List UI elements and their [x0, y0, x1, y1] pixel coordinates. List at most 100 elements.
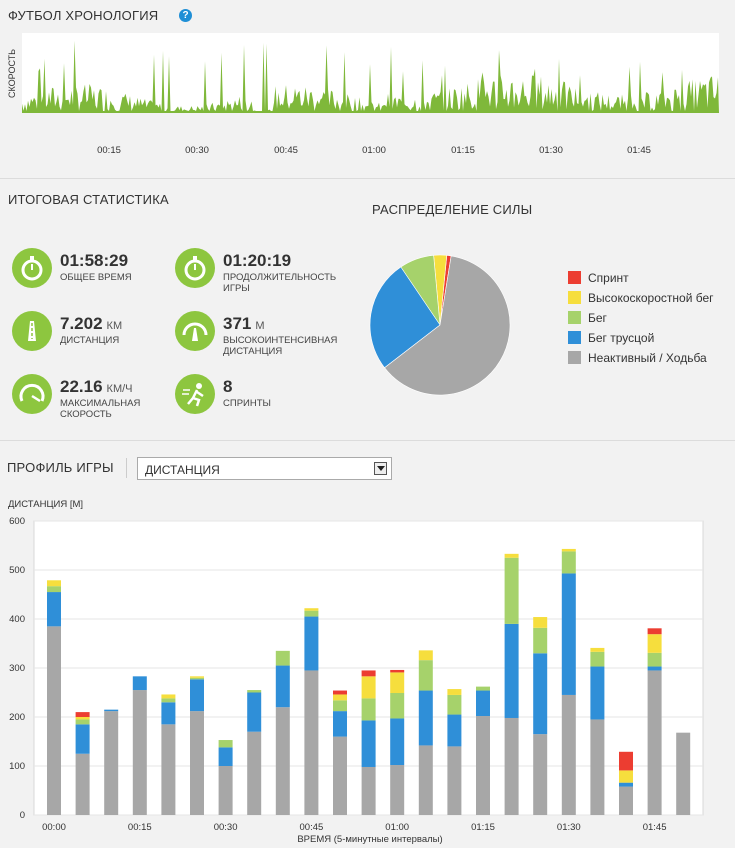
bar-segment	[533, 627, 548, 654]
timeline-tick-label: 01:00	[362, 145, 386, 156]
x-tick-label: 00:45	[300, 822, 324, 833]
distribution-title: РАСПРЕДЕЛЕНИЕ СИЛЫ	[372, 202, 533, 217]
metric-select-value: ДИСТАНЦИЯ	[145, 463, 220, 477]
x-axis-label: ВРЕМЯ (5-минутные интервалы)	[297, 834, 442, 845]
bar-segment	[75, 724, 90, 754]
stat-value: 8	[223, 377, 233, 396]
bar-segment	[619, 751, 633, 771]
sprinter-icon	[175, 374, 215, 414]
timeline-tick-label: 00:45	[274, 145, 298, 156]
bar-segment	[647, 670, 662, 815]
bar-segment	[275, 665, 290, 708]
bar-segment	[647, 652, 662, 667]
bar-segment	[304, 610, 319, 617]
pie-slice-jog	[369, 266, 441, 369]
profile-title: ПРОФИЛЬ ИГРЫ	[7, 460, 114, 475]
bar-segment	[333, 711, 347, 737]
bar-segment	[247, 692, 262, 732]
help-icon[interactable]: ?	[179, 9, 192, 22]
bar-segment	[561, 573, 576, 695]
bar-segment	[676, 732, 691, 815]
bar-segment	[390, 669, 405, 673]
stat-value: 7.202 КМ	[60, 314, 123, 333]
bar-segment	[333, 694, 347, 701]
stat-label: ДИСТАНЦИЯ	[60, 335, 120, 346]
x-tick-label: 00:00	[42, 822, 66, 833]
bar-segment	[504, 717, 519, 815]
x-tick-label: 01:30	[557, 822, 581, 833]
stat-label: ОБЩЕЕ ВРЕМЯ	[60, 272, 132, 283]
bar-segment	[333, 690, 347, 695]
bar-segment	[476, 716, 490, 815]
stat-label: ПРОДОЛЖИТЕЛЬНОСТЬ ИГРЫ	[223, 272, 337, 294]
bar-segment	[132, 690, 147, 815]
bar-segment	[590, 719, 605, 815]
stat-value: 01:58:29	[60, 251, 129, 270]
bar-segment	[561, 694, 576, 815]
bar-segment	[361, 766, 376, 815]
bar-segment	[218, 766, 233, 815]
bar-segment	[619, 786, 633, 815]
bar-segment	[333, 736, 347, 815]
bar-segment	[533, 617, 548, 628]
bar-segment	[75, 717, 90, 720]
stat-total-time: 01:58:29 ОБЩЕЕ ВРЕМЯ	[12, 248, 182, 300]
pie-slice-inactive-walk	[384, 255, 511, 396]
bar-segment	[390, 672, 405, 693]
bar-segment	[75, 719, 90, 725]
bar-segment	[218, 747, 233, 766]
x-tick-label: 01:00	[385, 822, 409, 833]
bar-segment	[47, 580, 61, 587]
legend-item-high-speed-run: Высокоскоростной бег	[568, 291, 714, 305]
bar-segment	[647, 666, 662, 671]
bar-segment	[275, 650, 290, 666]
bar-segment	[561, 551, 576, 574]
metric-select[interactable]: ДИСТАНЦИЯ	[137, 457, 392, 480]
bar-segment	[75, 712, 90, 717]
stat-game-duration: 01:20:19 ПРОДОЛЖИТЕЛЬНОСТЬ ИГРЫ	[175, 248, 345, 300]
legend-item-inactive-walk: Неактивный / Ходьба	[568, 351, 707, 365]
bar-segment	[75, 753, 90, 815]
stat-distance: 7.202 КМ ДИСТАНЦИЯ	[12, 311, 182, 363]
timeline-tick-label: 01:15	[451, 145, 475, 156]
legend-swatch	[568, 311, 581, 324]
stat-value: 371 М	[223, 314, 265, 333]
bar-segment	[504, 553, 519, 558]
timeline-ticks: 00:15 00:30 00:45 01:00 01:15 01:30 01:45	[97, 145, 651, 156]
stat-label: СПРИНТЫ	[223, 398, 271, 409]
timeline-tick-label: 00:30	[185, 145, 209, 156]
bar-segment	[304, 608, 319, 611]
stat-high-intensity-distance: 371 М ВЫСОКОИНТЕНСИВНАЯ ДИСТАНЦИЯ	[175, 311, 345, 363]
bar-segment	[275, 707, 290, 815]
high-intensity-road-icon	[175, 311, 215, 351]
bar-segment	[647, 634, 662, 653]
x-tick-label: 00:30	[214, 822, 238, 833]
stopwatch-icon	[175, 248, 215, 288]
speed-timeline-chart: СКОРОСТЬ 00:15 00:30 00:45 01:00 01:15 01:30 0…	[7, 33, 719, 156]
distribution-pie-chart	[369, 254, 511, 396]
x-tick-label: 01:15	[471, 822, 495, 833]
bar-segment	[190, 677, 204, 680]
bar-segment	[590, 666, 605, 720]
bar-segment	[304, 616, 319, 671]
bar-segment	[476, 690, 490, 717]
bar-segment	[361, 698, 376, 721]
bar-segment	[190, 711, 204, 815]
bar-segment	[218, 740, 233, 748]
chevron-down-icon[interactable]	[374, 462, 387, 475]
bar-segment	[161, 724, 176, 815]
stat-label: ВЫСОКОИНТЕНСИВНАЯ ДИСТАНЦИЯ	[223, 335, 338, 357]
y-tick-label: 600	[9, 516, 25, 527]
stat-value: 22.16 КМ/Ч	[60, 377, 133, 396]
bar-segment	[333, 700, 347, 712]
bar-segment	[390, 765, 405, 815]
bar-segment	[504, 623, 519, 718]
bar-segment	[619, 770, 633, 783]
timeline-tick-label: 01:30	[539, 145, 563, 156]
distance-bar-chart: ДИСТАНЦИЯ [М] 0 100 200 300 400 500 600 00:00 00:…	[8, 499, 704, 845]
bar-segment	[418, 660, 433, 691]
bar-segment	[390, 692, 405, 719]
timeline-tick-label: 01:45	[627, 145, 651, 156]
y-tick-label: 100	[9, 761, 25, 772]
bar-segment	[418, 650, 433, 661]
